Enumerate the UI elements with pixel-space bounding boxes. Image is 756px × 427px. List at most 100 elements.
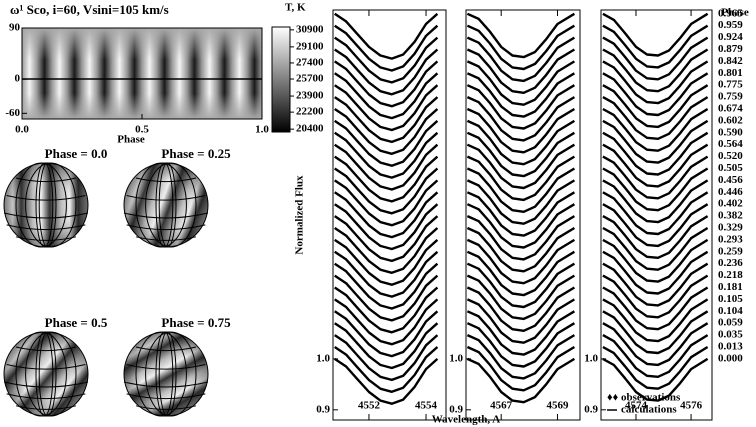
profile: [602, 167, 709, 212]
globe-label: Phase = 0.75: [161, 315, 231, 330]
profile: [602, 203, 709, 248]
phase-label: 0.446: [718, 186, 743, 198]
parallel: [3, 381, 89, 388]
profile: [602, 84, 709, 129]
profile: [466, 310, 576, 356]
phase-label: 0.879: [718, 43, 743, 55]
profile: [602, 334, 709, 378]
parallel: [6, 224, 86, 231]
x-tick-label: 0.5: [135, 124, 149, 136]
x-tick-label: 0.0: [15, 124, 29, 136]
globe-shade: [3, 331, 89, 417]
profile: [602, 60, 709, 105]
colorbar: [271, 26, 291, 133]
colorbar-label: T, K: [285, 2, 306, 14]
map-frame: [21, 27, 263, 120]
profile: [466, 84, 576, 130]
profile: [466, 119, 576, 166]
profile: [466, 250, 576, 297]
profile: [602, 238, 709, 283]
map-title: ω¹ Sco, i=60, Vsini=105 km/s: [10, 2, 169, 17]
meridian: [35, 162, 54, 248]
phase-label: 0.674: [718, 103, 743, 115]
profile: [466, 96, 576, 142]
profile: [602, 357, 709, 402]
profile: [602, 107, 709, 152]
profile: [602, 24, 709, 69]
profile: [466, 155, 576, 202]
profile: [334, 250, 439, 298]
profile: [466, 72, 576, 118]
y-tick-label: 0: [15, 73, 21, 85]
parallel: [15, 405, 77, 410]
x-tick-label: 4574: [625, 400, 648, 412]
x-tick-label: 4567: [490, 400, 513, 412]
map-x-label: Phase: [117, 134, 145, 146]
phase-label: 0.505: [718, 162, 743, 174]
profile: [334, 191, 439, 239]
profile: [334, 36, 439, 84]
y-tick-label: 1.0: [316, 352, 330, 364]
legend-symbol: ♦♦: [607, 392, 619, 404]
profile: [334, 203, 439, 251]
profile: [334, 72, 439, 120]
profile: [602, 215, 709, 259]
profile: [602, 155, 709, 200]
phase-label: 0.564: [718, 138, 743, 150]
y-axis-label: Normalized Flux: [294, 175, 306, 255]
legend-label: calculations: [621, 404, 677, 416]
parallel: [126, 224, 206, 231]
profile: [602, 48, 709, 93]
x-tick-label: 1.0: [255, 124, 269, 136]
profile: [466, 107, 576, 154]
colorbar-tick-label: 20400: [296, 123, 324, 135]
profile: [334, 96, 439, 144]
phase-label: 0.035: [718, 329, 743, 341]
profile: [334, 179, 439, 227]
profile: [466, 179, 576, 225]
profile: [334, 48, 439, 96]
profile: [466, 12, 576, 59]
profile: [334, 298, 439, 346]
parallel: [123, 212, 209, 219]
phase-label: 0.259: [718, 245, 743, 257]
x-tick-label: 4554: [415, 400, 438, 412]
phase-label: 0.924: [718, 31, 743, 43]
y-tick-label: 1.0: [584, 352, 598, 364]
profile: [466, 24, 576, 71]
profile: [602, 119, 709, 164]
phase-header: Phase: [721, 7, 749, 19]
phase-label: 0.402: [718, 198, 743, 210]
profile: [602, 298, 709, 343]
profile: [334, 131, 439, 179]
profile: [602, 322, 709, 367]
profile: [466, 60, 576, 106]
phase-label: 0.382: [718, 210, 743, 222]
profile: [334, 274, 439, 322]
profile: [466, 286, 576, 332]
meridian: [25, 162, 77, 248]
phase-label: 0.775: [718, 79, 743, 91]
phase-label: 0.520: [718, 150, 743, 162]
profile: [466, 48, 576, 94]
phase-label: 0.293: [718, 233, 743, 245]
parallel: [126, 364, 206, 370]
x-tick-label: 4552: [358, 400, 381, 412]
meridian: [15, 162, 67, 248]
phase-label: 0.602: [718, 114, 743, 126]
profile: [466, 36, 576, 83]
y-tick-label: -60: [5, 107, 20, 119]
phase-label: 0.236: [718, 257, 743, 269]
meridian: [135, 162, 187, 248]
colorbar-tick-label: 25700: [296, 73, 324, 85]
profile: [466, 262, 576, 309]
y-tick-label: 1.0: [449, 352, 463, 364]
profile: [334, 227, 439, 274]
profile: [334, 119, 439, 167]
globe-label: Phase = 0.25: [161, 146, 231, 161]
profile: [466, 203, 576, 249]
y-tick-label: 0.9: [316, 403, 330, 415]
profile: [466, 345, 576, 392]
phase-label: 0.181: [718, 281, 743, 293]
panel-frame: [600, 9, 713, 421]
